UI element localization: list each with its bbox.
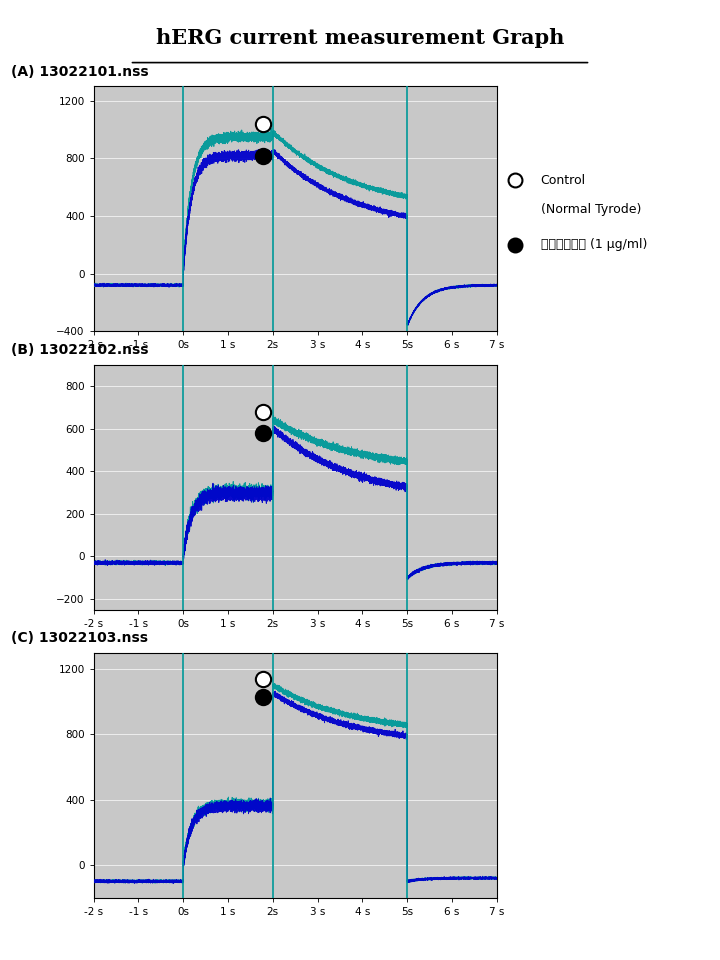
Text: (Normal Tyrode): (Normal Tyrode) [541,203,641,216]
Text: Control: Control [541,174,586,187]
Text: (A) 13022101.nss: (A) 13022101.nss [11,64,148,79]
Text: (C) 13022103.nss: (C) 13022103.nss [11,631,148,645]
Text: 누에추출분말 (1 μg/ml): 누에추출분말 (1 μg/ml) [541,238,647,252]
Text: (B) 13022102.nss: (B) 13022102.nss [11,343,148,357]
Text: hERG current measurement Graph: hERG current measurement Graph [156,29,564,48]
